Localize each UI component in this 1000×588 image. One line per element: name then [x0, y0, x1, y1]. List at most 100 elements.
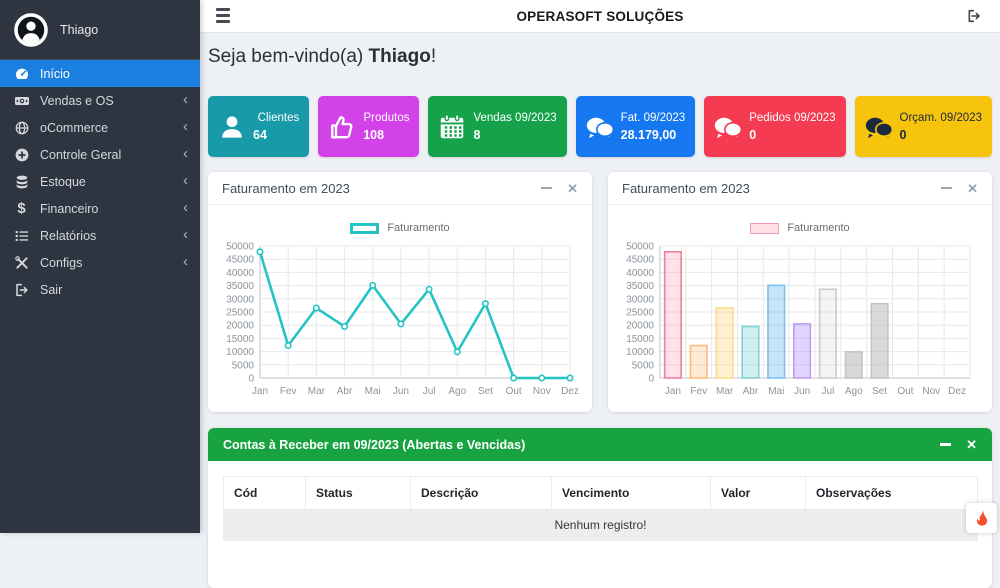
svg-text:25000: 25000 [226, 308, 254, 319]
svg-text:25000: 25000 [626, 308, 654, 319]
sidebar-item-controle-geral[interactable]: Controle Geral ‹ [0, 141, 200, 168]
thumbs-up-icon [327, 112, 363, 142]
chevron-left-icon: ‹ [183, 199, 188, 216]
stat-card-value: 64 [253, 127, 267, 142]
sidebar-item-inicio[interactable]: Início [0, 60, 200, 87]
svg-text:30000: 30000 [226, 294, 254, 305]
globe-icon [13, 119, 30, 136]
sidebar: Thiago Início Vendas e OS ‹ oCommerce ‹ Contr… [0, 0, 200, 533]
chevron-left-icon: ‹ [183, 91, 188, 108]
menu-toggle-icon[interactable] [216, 8, 230, 23]
svg-text:Dez: Dez [948, 386, 966, 397]
stat-card-fat-09-2023[interactable]: Fat. 09/2023 28.179,00 [575, 96, 696, 157]
stat-card-label: Pedidos 09/2023 [749, 111, 836, 124]
svg-text:15000: 15000 [226, 334, 254, 345]
topbar: OPERASOFT SOLUÇÕES [200, 0, 1000, 33]
svg-text:20000: 20000 [626, 321, 654, 332]
speedometer-icon [13, 65, 30, 82]
stat-card-produtos[interactable]: Produtos 108 [318, 96, 420, 157]
close-icon[interactable]: ✕ [967, 180, 978, 196]
svg-text:Jan: Jan [665, 386, 681, 397]
column-header-valor: Valor [710, 476, 806, 510]
svg-text:40000: 40000 [226, 268, 254, 279]
debug-toolbar-button[interactable] [966, 503, 997, 533]
logout-icon[interactable] [966, 8, 982, 24]
svg-text:0: 0 [248, 374, 254, 385]
minimize-icon[interactable] [941, 186, 953, 190]
column-header-vencimento: Vencimento [551, 476, 711, 510]
svg-text:Mar: Mar [716, 386, 734, 397]
svg-text:10000: 10000 [226, 347, 254, 358]
plus-circle-icon [13, 146, 30, 163]
sidebar-item-sair[interactable]: Sair [0, 276, 200, 303]
sidebar-item-label: oCommerce [40, 120, 109, 135]
svg-text:50000: 50000 [226, 242, 254, 253]
line-chart-panel: Faturamento em 2023 ✕ Faturamento 0 5000 1… [208, 172, 592, 412]
stat-card-pedidos-09-2023[interactable]: Pedidos 09/2023 0 [704, 96, 846, 157]
sidebar-item-relatorios[interactable]: Relatórios ‹ [0, 222, 200, 249]
legend-label: Faturamento [787, 222, 850, 234]
svg-text:35000: 35000 [226, 281, 254, 292]
close-icon[interactable]: ✕ [966, 437, 977, 452]
sidebar-item-ocommerce[interactable]: oCommerce ‹ [0, 114, 200, 141]
svg-text:Mai: Mai [768, 386, 784, 397]
svg-text:50000: 50000 [626, 242, 654, 253]
user-panel[interactable]: Thiago [0, 0, 200, 60]
stat-card-value: 8 [473, 127, 481, 142]
stat-card-label: Fat. 09/2023 [620, 111, 686, 124]
calendar-icon [437, 112, 473, 142]
legend-swatch [750, 222, 780, 234]
sidebar-item-label: Início [40, 66, 70, 81]
svg-text:Fev: Fev [280, 386, 297, 397]
svg-text:45000: 45000 [626, 255, 654, 266]
svg-text:5000: 5000 [632, 360, 655, 371]
user-icon [217, 112, 253, 142]
tools-icon [13, 254, 30, 271]
svg-text:Jul: Jul [423, 386, 436, 397]
receivables-table: Cód Status Descrição Vencimento Valor Observa… [223, 476, 978, 541]
sign-out-icon [13, 281, 30, 298]
bar-chart-panel: Faturamento em 2023 ✕ Faturamento 0 5000 1… [608, 172, 992, 412]
stat-card-orcam-09-2023[interactable]: Orçam. 09/2023 0 [854, 96, 992, 157]
receivables-panel: Contas à Receber em 09/2023 (Abertas e V… [208, 428, 992, 588]
line-chart: 0 5000 10000 15000 20000 25000 30000 35000 40000… [214, 238, 586, 435]
sidebar-nav: Início Vendas e OS ‹ oCommerce ‹ Controle Ger… [0, 60, 200, 303]
sidebar-item-label: Financeiro [40, 201, 99, 216]
sidebar-item-label: Relatórios [40, 228, 97, 243]
bar-chart-title: Faturamento em 2023 [622, 180, 750, 196]
stat-card-vendas-09-2023[interactable]: Vendas 09/2023 8 [428, 96, 567, 157]
stat-card-clientes[interactable]: Clientes 64 [208, 96, 310, 157]
stat-card-label: Clientes [257, 111, 300, 124]
minimize-icon[interactable] [940, 443, 952, 446]
chats-icon [585, 112, 621, 142]
chevron-left-icon: ‹ [183, 145, 188, 162]
user-name: Thiago [60, 22, 99, 37]
stat-card-value: 28.179,00 [620, 127, 677, 142]
svg-text:Ago: Ago [448, 386, 466, 397]
sidebar-item-configs[interactable]: Configs ‹ [0, 249, 200, 276]
svg-text:35000: 35000 [626, 281, 654, 292]
close-icon[interactable]: ✕ [567, 180, 578, 196]
chats-icon [713, 112, 749, 142]
svg-text:Jan: Jan [252, 386, 268, 397]
svg-text:Fev: Fev [690, 386, 707, 397]
sidebar-item-financeiro[interactable]: $ Financeiro ‹ [0, 195, 200, 222]
sidebar-item-estoque[interactable]: Estoque ‹ [0, 168, 200, 195]
receivables-title: Contas à Receber em 09/2023 (Abertas e V… [223, 437, 526, 452]
svg-text:Out: Out [897, 386, 913, 397]
svg-text:Ago: Ago [845, 386, 863, 397]
sidebar-item-label: Sair [40, 282, 63, 297]
user-avatar-icon [14, 12, 48, 47]
chevron-left-icon: ‹ [183, 253, 188, 270]
stat-card-value: 0 [899, 127, 907, 142]
chevron-left-icon: ‹ [183, 226, 188, 243]
svg-text:Abr: Abr [743, 386, 759, 397]
minimize-icon[interactable] [541, 186, 553, 190]
dollar-icon: $ [17, 200, 26, 217]
flame-icon [976, 510, 987, 526]
svg-text:Nov: Nov [922, 386, 940, 397]
svg-text:Jun: Jun [794, 386, 810, 397]
sidebar-item-vendas-e-os[interactable]: Vendas e OS ‹ [0, 87, 200, 114]
column-header-cod: Cód [223, 476, 306, 510]
svg-text:Jun: Jun [393, 386, 409, 397]
